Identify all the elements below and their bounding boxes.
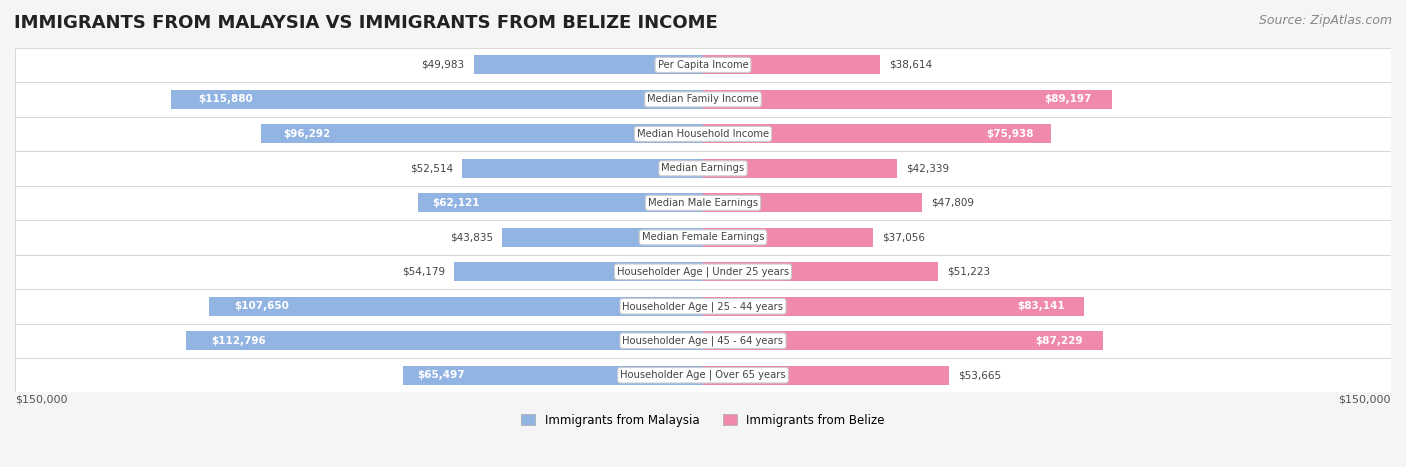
- Text: $96,292: $96,292: [284, 129, 330, 139]
- Bar: [172, 90, 703, 109]
- Text: $42,339: $42,339: [907, 163, 949, 173]
- Text: $115,880: $115,880: [198, 94, 253, 105]
- Bar: [703, 297, 1084, 316]
- Text: Householder Age | 45 - 64 years: Householder Age | 45 - 64 years: [623, 335, 783, 346]
- Legend: Immigrants from Malaysia, Immigrants from Belize: Immigrants from Malaysia, Immigrants fro…: [516, 409, 890, 432]
- Text: Householder Age | Over 65 years: Householder Age | Over 65 years: [620, 370, 786, 381]
- Bar: [209, 297, 703, 316]
- FancyBboxPatch shape: [15, 117, 1391, 151]
- Text: $38,614: $38,614: [889, 60, 932, 70]
- Bar: [703, 159, 897, 178]
- Bar: [502, 228, 703, 247]
- Bar: [703, 124, 1052, 143]
- Text: $37,056: $37,056: [882, 232, 925, 242]
- FancyBboxPatch shape: [15, 255, 1391, 289]
- Text: $83,141: $83,141: [1018, 301, 1066, 311]
- Bar: [262, 124, 703, 143]
- Text: $47,809: $47,809: [931, 198, 974, 208]
- Text: $150,000: $150,000: [15, 394, 67, 404]
- Bar: [703, 56, 880, 74]
- Text: $51,223: $51,223: [948, 267, 990, 277]
- Text: $43,835: $43,835: [450, 232, 492, 242]
- Text: IMMIGRANTS FROM MALAYSIA VS IMMIGRANTS FROM BELIZE INCOME: IMMIGRANTS FROM MALAYSIA VS IMMIGRANTS F…: [14, 14, 718, 32]
- Bar: [703, 262, 938, 281]
- Text: Median Male Earnings: Median Male Earnings: [648, 198, 758, 208]
- Bar: [463, 159, 703, 178]
- FancyBboxPatch shape: [15, 151, 1391, 185]
- Text: Source: ZipAtlas.com: Source: ZipAtlas.com: [1258, 14, 1392, 27]
- Text: $87,229: $87,229: [1036, 336, 1083, 346]
- Text: Per Capita Income: Per Capita Income: [658, 60, 748, 70]
- Text: $112,796: $112,796: [211, 336, 266, 346]
- Bar: [703, 331, 1104, 350]
- Text: $54,179: $54,179: [402, 267, 446, 277]
- Bar: [703, 366, 949, 385]
- Bar: [703, 90, 1112, 109]
- Bar: [418, 193, 703, 212]
- Text: Householder Age | Under 25 years: Householder Age | Under 25 years: [617, 267, 789, 277]
- Bar: [186, 331, 703, 350]
- Text: $107,650: $107,650: [233, 301, 288, 311]
- Text: $150,000: $150,000: [1339, 394, 1391, 404]
- Bar: [474, 56, 703, 74]
- Text: $65,497: $65,497: [418, 370, 465, 380]
- FancyBboxPatch shape: [15, 289, 1391, 324]
- Bar: [703, 193, 922, 212]
- Text: Median Female Earnings: Median Female Earnings: [641, 232, 765, 242]
- FancyBboxPatch shape: [15, 358, 1391, 392]
- Bar: [402, 366, 703, 385]
- FancyBboxPatch shape: [15, 82, 1391, 117]
- Text: $52,514: $52,514: [409, 163, 453, 173]
- Text: Median Earnings: Median Earnings: [661, 163, 745, 173]
- Text: Median Family Income: Median Family Income: [647, 94, 759, 105]
- FancyBboxPatch shape: [15, 324, 1391, 358]
- Text: $49,983: $49,983: [422, 60, 464, 70]
- FancyBboxPatch shape: [15, 185, 1391, 220]
- Text: Householder Age | 25 - 44 years: Householder Age | 25 - 44 years: [623, 301, 783, 311]
- Bar: [703, 228, 873, 247]
- Text: $62,121: $62,121: [432, 198, 479, 208]
- Text: $89,197: $89,197: [1045, 94, 1091, 105]
- Text: $75,938: $75,938: [987, 129, 1033, 139]
- Bar: [454, 262, 703, 281]
- FancyBboxPatch shape: [15, 220, 1391, 255]
- FancyBboxPatch shape: [15, 48, 1391, 82]
- Text: Median Household Income: Median Household Income: [637, 129, 769, 139]
- Text: $53,665: $53,665: [959, 370, 1001, 380]
